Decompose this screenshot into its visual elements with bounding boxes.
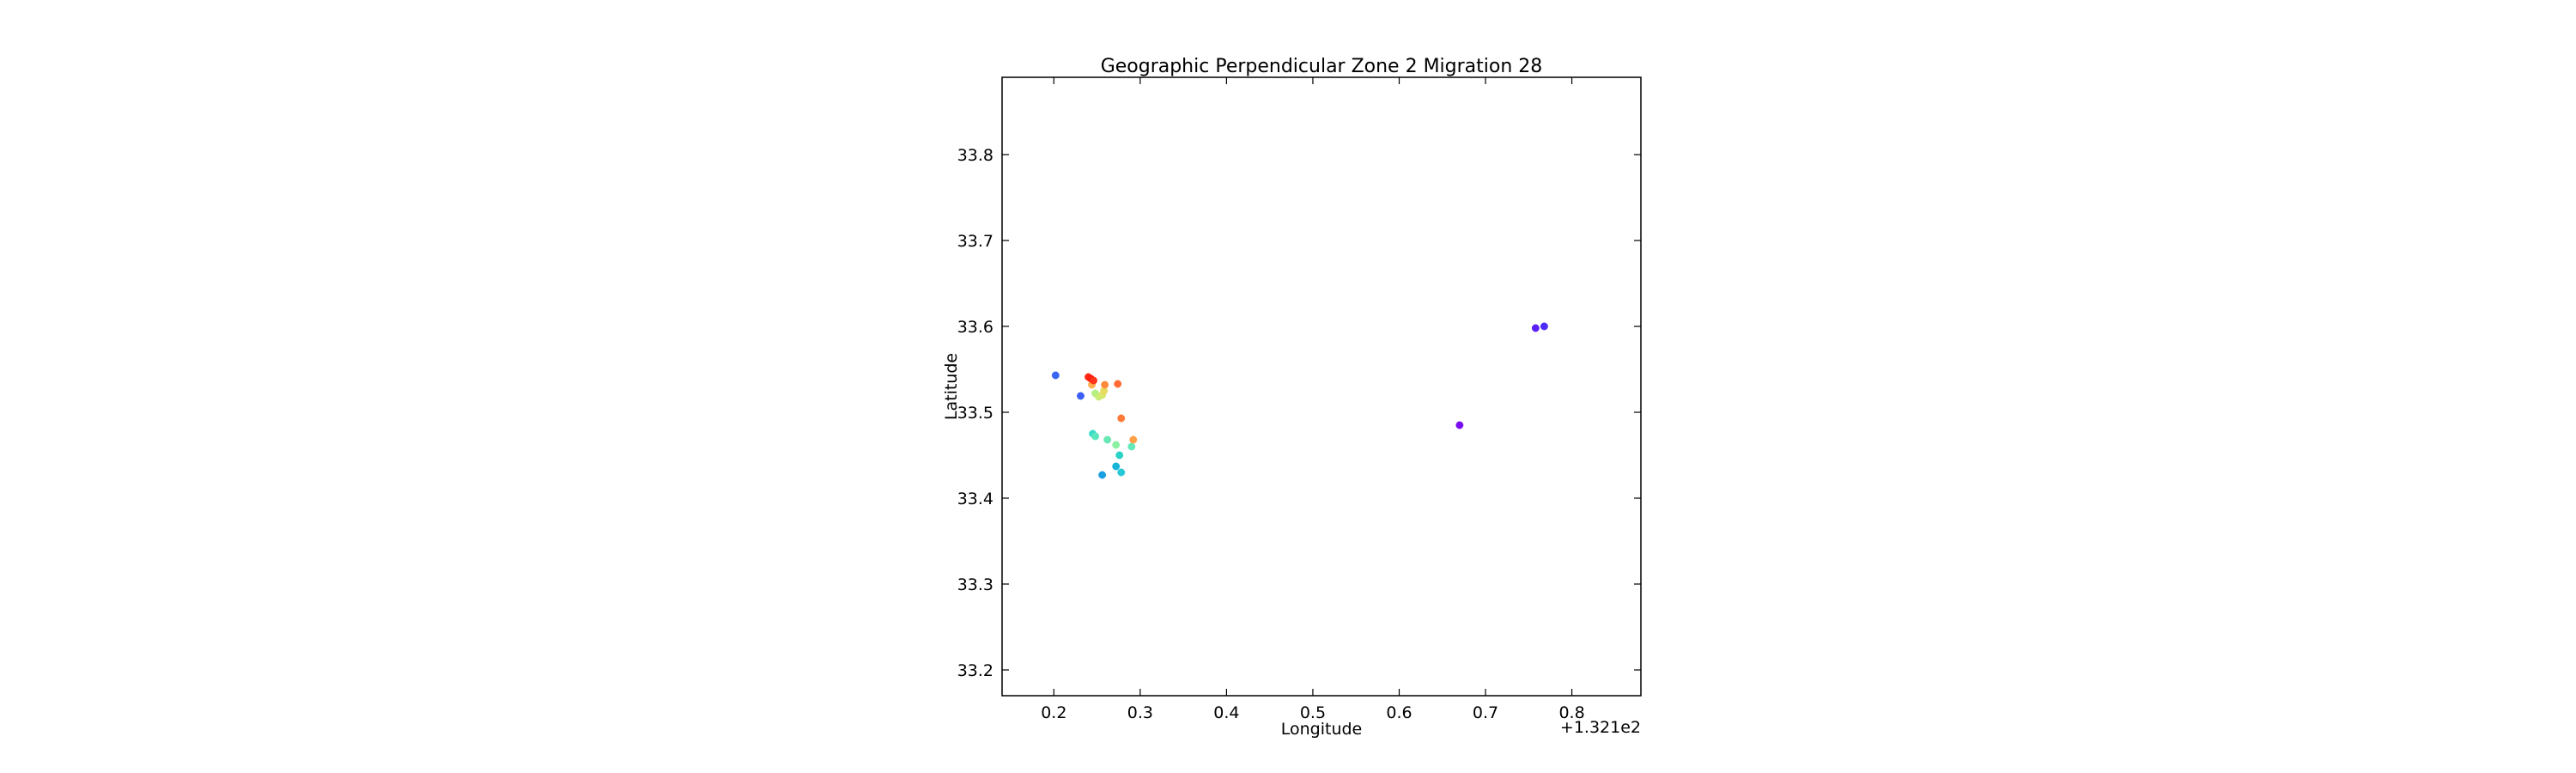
x-tick-label: 0.8: [1558, 703, 1584, 722]
y-tick-label: 33.6: [957, 318, 993, 337]
scatter-point: [1531, 324, 1540, 332]
scatter-point: [1540, 322, 1548, 331]
scatter-point: [1051, 371, 1060, 380]
scatter-point: [1129, 435, 1138, 444]
scatter-point: [1114, 380, 1122, 388]
scatter-point: [1077, 392, 1084, 400]
scatter-point: [1090, 376, 1098, 385]
x-tick-label: 0.6: [1386, 703, 1412, 722]
scatter-point: [1101, 380, 1109, 389]
x-axis-offset-label: +1.321e2: [1560, 718, 1641, 737]
scatter-point: [1455, 421, 1464, 429]
scatter-point: [1098, 471, 1107, 479]
y-tick-label: 33.5: [957, 404, 993, 423]
y-tick-label: 33.7: [957, 232, 993, 251]
scatter-point: [1112, 462, 1121, 471]
scatter-point: [1127, 442, 1136, 451]
x-tick-label: 0.5: [1300, 703, 1326, 722]
x-axis-ticks: 0.2 0.3 0.4 0.5 0.6 0.7 0.8: [1041, 77, 1585, 722]
scatter-point: [1103, 435, 1112, 444]
x-tick-label: 0.2: [1041, 703, 1066, 722]
data-points: [1051, 322, 1548, 479]
scatter-point: [1117, 468, 1126, 477]
y-tick-label: 33.2: [957, 661, 993, 680]
scatter-point: [1115, 451, 1124, 460]
chart-title: Geographic Perpendicular Zone 2 Migratio…: [1101, 56, 1543, 77]
x-axis-label: Longitude: [1281, 720, 1363, 739]
x-tick-label: 0.7: [1473, 703, 1498, 722]
scatter-point: [1091, 432, 1100, 441]
y-axis-ticks: 33.2 33.3 33.4 33.5 33.6 33.7 33.8: [957, 146, 1641, 680]
scatter-point: [1112, 441, 1121, 449]
y-tick-label: 33.8: [957, 146, 993, 165]
x-tick-label: 0.3: [1127, 703, 1153, 722]
x-tick-label: 0.4: [1213, 703, 1239, 722]
y-tick-label: 33.4: [957, 490, 993, 508]
y-axis-label: Latitude: [942, 353, 961, 420]
y-tick-label: 33.3: [957, 575, 993, 594]
scatter-point: [1117, 414, 1126, 423]
plot-area: [1001, 76, 1642, 697]
